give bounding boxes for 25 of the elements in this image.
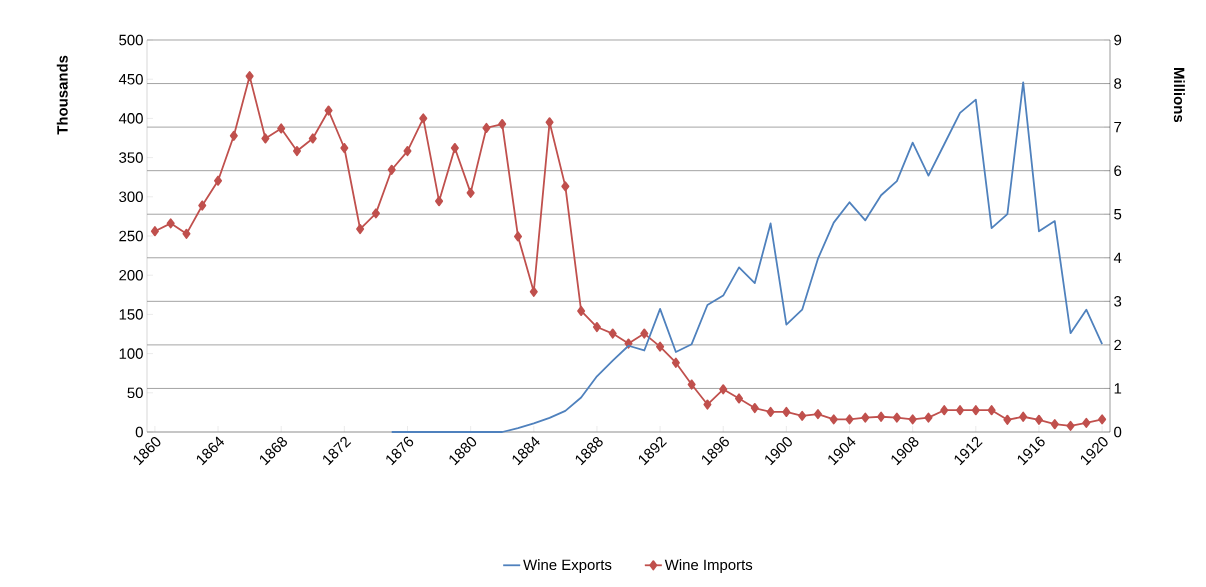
y2-tick-label: 7 [1114,121,1122,133]
y2-tick-label: 5 [1114,209,1122,220]
y-tick-label: 250 [119,230,143,242]
y2-tick-label: 2 [1114,339,1122,351]
y-tick-label: 350 [119,152,143,163]
y-tick-label: 150 [119,309,143,320]
y2-tick-label: 1 [1114,383,1122,394]
legend-label: Wine Imports [664,559,753,574]
y-tick-label: 0 [135,426,143,438]
y-axis-title: Thousands [56,55,68,135]
legend-label: Wine Exports [523,559,612,574]
y-tick-label: 500 [119,34,143,46]
y-tick-label: 400 [118,113,143,124]
y2-tick-label: 9 [1114,34,1122,46]
y-tick-label: 50 [127,387,143,399]
y2-axis-title: Millions [1173,68,1185,123]
y2-tick-label: 4 [1113,252,1122,263]
y-tick-label: 100 [119,348,143,359]
y2-tick-label: 6 [1114,165,1122,176]
y-tick-label: 300 [119,191,143,203]
y2-tick-label: 8 [1114,78,1122,89]
y2-tick-label: 3 [1114,296,1122,307]
y2-tick-label: 0 [1114,426,1122,438]
y-tick-label: 200 [119,269,143,281]
y-tick-label: 450 [118,73,143,85]
